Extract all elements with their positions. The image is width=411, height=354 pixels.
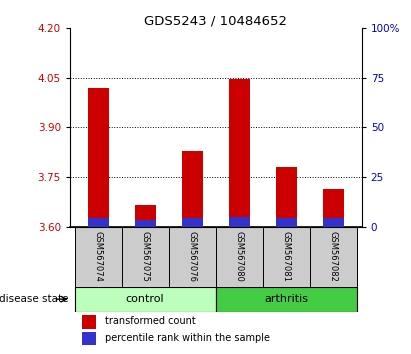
Bar bbox=[310, 227, 357, 287]
Text: GSM567080: GSM567080 bbox=[235, 231, 244, 282]
Bar bbox=[229, 79, 250, 227]
Bar bbox=[216, 227, 263, 287]
Text: GSM567081: GSM567081 bbox=[282, 231, 291, 282]
Text: percentile rank within the sample: percentile rank within the sample bbox=[105, 333, 270, 343]
Text: control: control bbox=[126, 294, 164, 304]
Bar bbox=[216, 287, 357, 312]
Bar bbox=[122, 227, 169, 287]
Bar bbox=[134, 219, 156, 227]
Bar bbox=[169, 227, 216, 287]
Bar bbox=[81, 315, 95, 329]
Bar bbox=[134, 205, 156, 227]
Bar bbox=[74, 227, 122, 287]
Title: GDS5243 / 10484652: GDS5243 / 10484652 bbox=[144, 14, 287, 27]
Bar bbox=[229, 217, 250, 227]
Bar bbox=[182, 218, 203, 227]
Text: disease state: disease state bbox=[0, 294, 69, 304]
Bar bbox=[81, 332, 95, 345]
Bar bbox=[74, 287, 216, 312]
Bar bbox=[182, 150, 203, 227]
Bar bbox=[323, 189, 344, 227]
Text: GSM567075: GSM567075 bbox=[141, 231, 150, 282]
Text: transformed count: transformed count bbox=[105, 316, 196, 326]
Text: arthritis: arthritis bbox=[264, 294, 308, 304]
Text: GSM567082: GSM567082 bbox=[329, 231, 338, 282]
Bar bbox=[276, 218, 297, 227]
Text: GSM567076: GSM567076 bbox=[188, 231, 197, 282]
Bar bbox=[323, 218, 344, 227]
Text: GSM567074: GSM567074 bbox=[94, 231, 103, 282]
Bar bbox=[88, 218, 109, 227]
Bar bbox=[276, 167, 297, 227]
Bar bbox=[88, 88, 109, 227]
Bar bbox=[263, 227, 310, 287]
